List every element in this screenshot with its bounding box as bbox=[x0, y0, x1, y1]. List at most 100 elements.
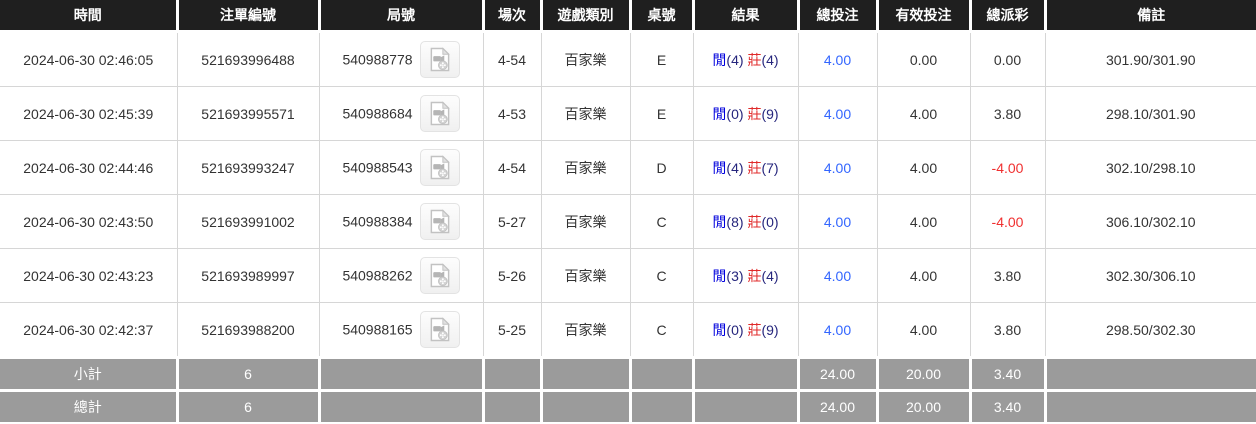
video-replay-button[interactable] bbox=[419, 203, 460, 240]
table-summary: 小計 6 24.00 20.00 3.40 總計 6 24.0 bbox=[0, 356, 1256, 422]
time-cell: 2024-06-30 02:45:39 bbox=[0, 86, 178, 141]
valid-bet-cell: 4.00 bbox=[876, 194, 971, 249]
table-number-cell: E bbox=[629, 31, 694, 87]
result-cell: 閒(4) 莊(4) bbox=[692, 31, 799, 87]
remark-cell: 301.90/301.90 bbox=[1044, 31, 1256, 87]
result-cell: 閒(3) 莊(4) bbox=[692, 248, 799, 303]
payout-cell: 3.80 bbox=[969, 86, 1046, 141]
round-number: 540988384 bbox=[342, 213, 413, 230]
summary-empty-cell bbox=[481, 389, 543, 422]
table-number-cell: C bbox=[629, 194, 694, 249]
video-replay-icon bbox=[430, 101, 450, 126]
remark-cell: 298.50/302.30 bbox=[1044, 302, 1256, 358]
session-cell: 5-25 bbox=[482, 302, 542, 358]
summary-payout-cell: 3.40 bbox=[968, 356, 1047, 392]
header-row: 時間 注單編號 局號 場次 遊戲類別 桌號 結果 總投注 有效投注 總派彩 備註 bbox=[0, 0, 1256, 33]
result-cell: 閒(4) 莊(7) bbox=[692, 140, 799, 195]
video-replay-button[interactable] bbox=[419, 149, 460, 186]
col-header-valid-bet: 有效投注 bbox=[875, 0, 972, 33]
video-replay-button[interactable] bbox=[419, 257, 460, 294]
result-banker-label: 莊 bbox=[747, 321, 762, 338]
video-replay-icon bbox=[430, 47, 450, 72]
table-row: 2024-06-30 02:46:05 521693996488 5409887… bbox=[0, 31, 1256, 87]
session-cell: 5-26 bbox=[482, 248, 542, 303]
result-player-label: 閒 bbox=[712, 159, 727, 176]
result-player-score: (0) bbox=[726, 321, 744, 338]
result-player-score: (8) bbox=[726, 213, 744, 230]
remark-cell: 306.10/302.10 bbox=[1044, 194, 1256, 249]
table-number-cell: C bbox=[629, 248, 694, 303]
col-header-table-number: 桌號 bbox=[628, 0, 695, 33]
total-bet-cell: 4.00 bbox=[797, 248, 878, 303]
result-player-label: 閒 bbox=[712, 321, 727, 338]
result-banker-label: 莊 bbox=[747, 267, 762, 284]
summary-empty-cell bbox=[317, 356, 485, 392]
round-cell: 540988262 bbox=[318, 248, 484, 303]
video-replay-button[interactable] bbox=[419, 311, 460, 348]
session-cell: 4-54 bbox=[482, 140, 542, 195]
table-number-cell: E bbox=[629, 86, 694, 141]
result-cell: 閒(0) 莊(9) bbox=[692, 302, 799, 358]
bet-number-cell: 521693993247 bbox=[176, 140, 320, 195]
payout-cell: 3.80 bbox=[969, 248, 1046, 303]
payout-cell: -4.00 bbox=[969, 140, 1046, 195]
col-header-game-type: 遊戲類別 bbox=[539, 0, 632, 33]
col-header-session: 場次 bbox=[481, 0, 543, 33]
time-cell: 2024-06-30 02:43:23 bbox=[0, 248, 178, 303]
game-type-cell: 百家樂 bbox=[540, 302, 631, 358]
summary-count-cell: 6 bbox=[175, 389, 321, 422]
game-type-cell: 百家樂 bbox=[540, 194, 631, 249]
video-replay-button[interactable] bbox=[419, 41, 460, 78]
result-banker-label: 莊 bbox=[747, 51, 762, 68]
bet-number-cell: 521693989997 bbox=[176, 248, 320, 303]
summary-empty-cell bbox=[539, 356, 632, 392]
time-cell: 2024-06-30 02:42:37 bbox=[0, 302, 178, 358]
summary-valid-bet-cell: 20.00 bbox=[875, 356, 972, 392]
result-player-label: 閒 bbox=[712, 105, 727, 122]
col-header-remark: 備註 bbox=[1043, 0, 1256, 33]
result-banker-label: 莊 bbox=[747, 105, 762, 122]
valid-bet-cell: 0.00 bbox=[876, 31, 971, 87]
table-body: 2024-06-30 02:46:05 521693996488 5409887… bbox=[0, 31, 1256, 358]
video-replay-icon bbox=[430, 263, 450, 288]
col-header-bet-number: 注單編號 bbox=[175, 0, 321, 33]
valid-bet-cell: 4.00 bbox=[876, 86, 971, 141]
table-row: 2024-06-30 02:45:39 521693995571 5409886… bbox=[0, 86, 1256, 141]
summary-row-total: 總計 6 24.00 20.00 3.40 bbox=[0, 389, 1256, 422]
video-replay-icon bbox=[430, 209, 450, 234]
payout-cell: 0.00 bbox=[969, 31, 1046, 87]
round-number: 540988778 bbox=[342, 51, 413, 68]
result-banker-label: 莊 bbox=[747, 159, 762, 176]
remark-cell: 302.10/298.10 bbox=[1044, 140, 1256, 195]
time-cell: 2024-06-30 02:43:50 bbox=[0, 194, 178, 249]
session-cell: 4-54 bbox=[482, 31, 542, 87]
round-cell: 540988543 bbox=[318, 140, 484, 195]
result-banker-score: (4) bbox=[761, 51, 779, 68]
remark-cell: 298.10/301.90 bbox=[1044, 86, 1256, 141]
table-row: 2024-06-30 02:42:37 521693988200 5409881… bbox=[0, 302, 1256, 358]
summary-empty-cell bbox=[481, 356, 543, 392]
col-header-payout: 總派彩 bbox=[968, 0, 1047, 33]
video-replay-icon bbox=[430, 317, 450, 342]
round-number: 540988684 bbox=[342, 105, 413, 122]
payout-cell: 3.80 bbox=[969, 302, 1046, 358]
col-header-result: 結果 bbox=[691, 0, 800, 33]
valid-bet-cell: 4.00 bbox=[876, 302, 971, 358]
video-replay-button[interactable] bbox=[419, 95, 460, 132]
session-cell: 5-27 bbox=[482, 194, 542, 249]
round-cell: 540988165 bbox=[318, 302, 484, 358]
video-replay-icon bbox=[430, 155, 450, 180]
summary-count-cell: 6 bbox=[175, 356, 321, 392]
result-player-score: (3) bbox=[726, 267, 744, 284]
result-banker-score: (9) bbox=[761, 105, 779, 122]
round-cell: 540988684 bbox=[318, 86, 484, 141]
round-cell: 540988778 bbox=[318, 31, 484, 87]
round-cell: 540988384 bbox=[318, 194, 484, 249]
result-player-score: (4) bbox=[726, 159, 744, 176]
round-number: 540988262 bbox=[342, 267, 413, 284]
game-type-cell: 百家樂 bbox=[540, 248, 631, 303]
valid-bet-cell: 4.00 bbox=[876, 248, 971, 303]
result-banker-label: 莊 bbox=[747, 213, 762, 230]
table-row: 2024-06-30 02:44:46 521693993247 5409885… bbox=[0, 140, 1256, 195]
